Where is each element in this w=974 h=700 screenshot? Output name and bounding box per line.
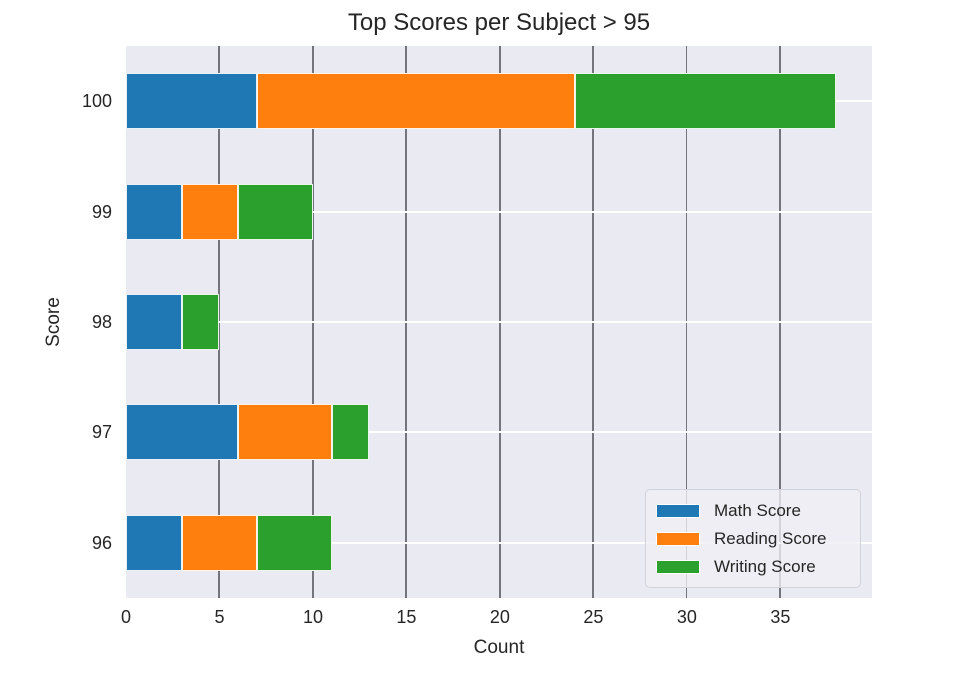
legend: Math Score Reading Score Writing Score — [645, 489, 861, 588]
bar-segment — [126, 514, 183, 571]
y-tick-label: 98 — [91, 312, 112, 332]
y-tick-label: 99 — [91, 201, 112, 222]
x-tick-label: 30 — [676, 607, 697, 627]
y-gridline — [126, 541, 872, 544]
math-score-swatch-icon — [656, 504, 700, 518]
x-tick-label: 15 — [396, 607, 417, 627]
chart-title: Top Scores per Subject > 95 — [347, 9, 651, 36]
reading-score-swatch-icon — [656, 532, 700, 546]
bar-segment — [238, 183, 313, 240]
y-tick-label: 96 — [91, 532, 112, 553]
bar-segment — [331, 404, 370, 461]
y-gridline — [126, 210, 872, 213]
writing-score-swatch-icon — [656, 560, 700, 574]
legend-label-math: Math Score — [714, 501, 801, 520]
legend-item-math: Math Score — [656, 497, 860, 525]
bar-segment — [238, 404, 332, 461]
bar-segment — [126, 294, 183, 350]
x-axis-label: Count — [473, 637, 525, 658]
x-tick-label: 20 — [489, 607, 510, 627]
x-tick-label: 10 — [302, 607, 323, 627]
plot-area — [126, 46, 872, 598]
y-tick-label: 97 — [91, 422, 112, 443]
bar-segment — [256, 514, 332, 571]
y-gridline — [126, 321, 872, 323]
bar-segment — [182, 294, 220, 350]
x-tick-label: 35 — [770, 607, 791, 627]
x-tick-label: 25 — [583, 607, 604, 627]
y-axis-label: Score — [43, 297, 64, 347]
legend-label-writing: Writing Score — [714, 557, 816, 576]
y-gridline — [126, 431, 872, 434]
bar-segment — [126, 183, 183, 240]
y-tick-label: 100 — [81, 91, 112, 112]
legend-item-writing: Writing Score — [656, 553, 860, 581]
x-tick-label: 5 — [214, 607, 225, 627]
legend-label-reading: Reading Score — [714, 529, 827, 548]
bar-segment — [182, 183, 239, 240]
bar-segment — [256, 73, 575, 130]
bar-segment — [182, 514, 257, 571]
bar-segment — [126, 404, 239, 461]
legend-item-reading: Reading Score — [656, 525, 860, 553]
bar-segment — [126, 73, 257, 130]
x-tick-label: 0 — [120, 607, 132, 627]
bar-segment — [574, 73, 837, 130]
